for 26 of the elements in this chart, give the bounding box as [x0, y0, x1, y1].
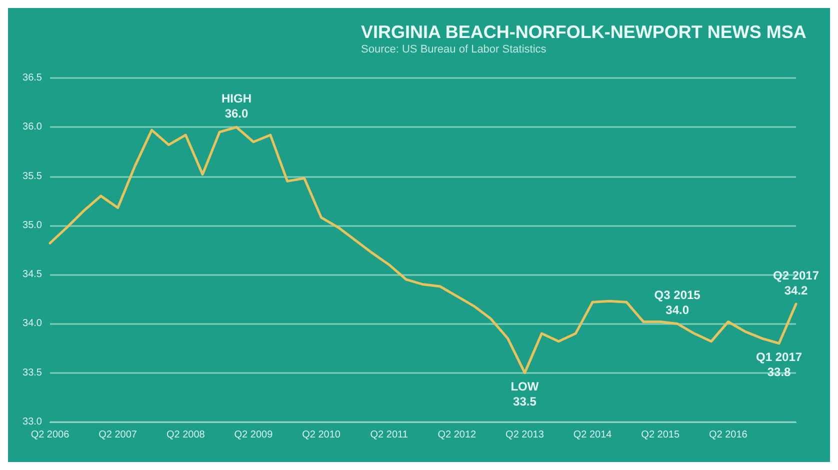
y-tick-label: 33.5 [22, 367, 42, 378]
annotation: Q1 2017 33.8 [756, 350, 802, 379]
y-tick-label: 35.0 [22, 220, 42, 231]
y-tick-label: 36.0 [22, 122, 42, 133]
x-tick-label: Q2 2007 [98, 430, 138, 440]
x-tick-label: Q2 2006 [30, 430, 70, 440]
y-tick-label: 34.5 [22, 269, 42, 280]
x-tick-label: Q2 2016 [708, 430, 748, 440]
y-tick-label: 36.5 [22, 72, 42, 84]
x-tick-label: Q2 2015 [641, 430, 680, 440]
annotation: Q3 2015 34.0 [654, 288, 701, 318]
x-tick-label: Q2 2009 [234, 430, 274, 440]
annotation: HIGH 36.0 [222, 92, 252, 121]
chart-title: VIRGINIA BEACH-NORFOLK-NEWPORT NEWS MSA [361, 22, 806, 42]
x-tick-label: Q2 2013 [506, 430, 544, 440]
annotation: Q2 2017 34.2 [772, 268, 820, 298]
x-tick-label: Q2 2010 [302, 430, 341, 440]
y-tick-label: 33.0 [22, 416, 42, 428]
x-tick-label: Q2 2008 [166, 430, 206, 440]
x-tick-label: Q2 2011 [370, 430, 408, 440]
chart-subtitle: Source: US Bureau of Labor Statistics [361, 44, 547, 56]
y-tick-label: 35.5 [22, 170, 42, 182]
x-tick-label: Q2 2012 [438, 430, 477, 440]
annotation: LOW 33.5 [510, 379, 540, 408]
y-tick-label: 34.0 [22, 318, 42, 330]
x-tick-label: Q2 2014 [573, 430, 612, 440]
